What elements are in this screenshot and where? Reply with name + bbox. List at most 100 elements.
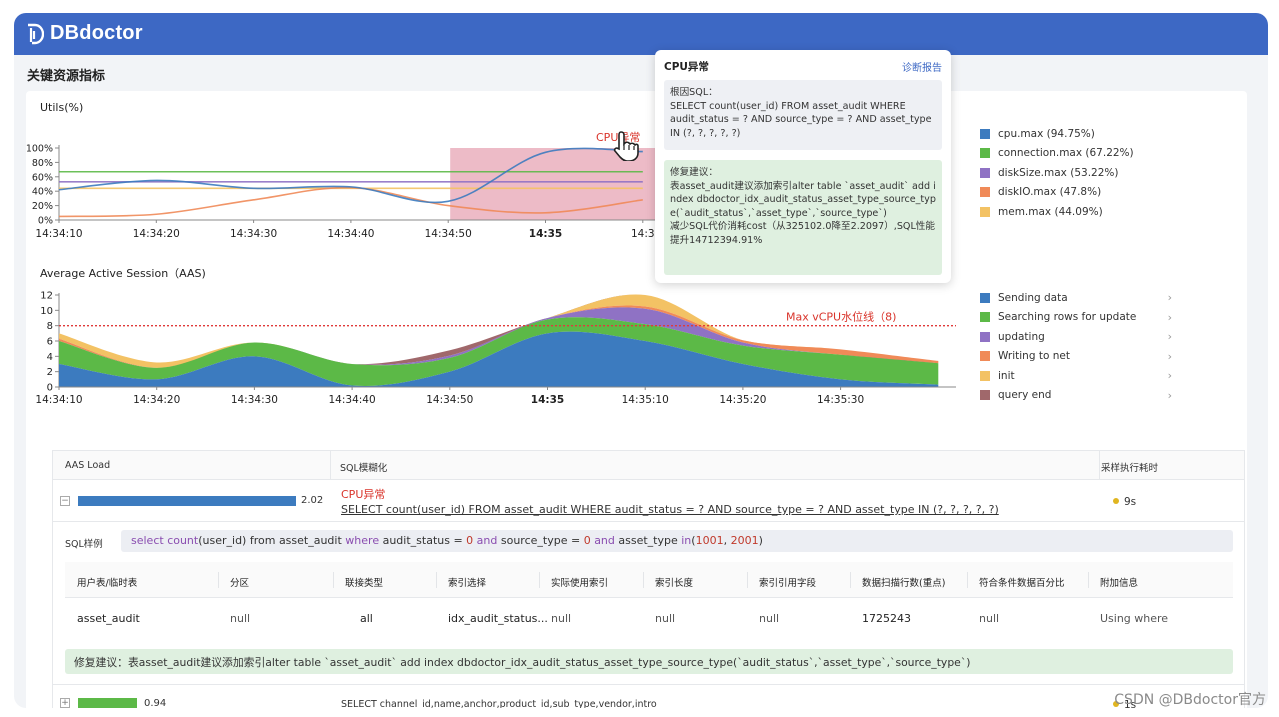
series-line [58, 147, 643, 204]
diagnosis-report-link[interactable]: 诊断报告 [902, 63, 942, 74]
x-tick-label: 14:34:50 [425, 228, 472, 240]
legend-item[interactable]: init › [980, 366, 1172, 386]
sql-fuzzy-link[interactable]: SELECT count(user_id) FROM asset_audit W… [341, 503, 999, 516]
explain-header-cell: 索引长度 [655, 578, 694, 589]
legend-swatch [980, 206, 990, 217]
y-tick-label: 8 [47, 321, 53, 332]
col-divider [967, 572, 968, 588]
x-tick-label: 14:35 [529, 228, 562, 240]
chevron-right-icon[interactable]: › [1167, 369, 1172, 383]
chevron-right-icon[interactable]: › [1167, 310, 1172, 324]
explain-cell: 1725243 [862, 612, 911, 625]
status-dot [1113, 498, 1119, 504]
sample-time-value: 9s [1124, 496, 1137, 508]
explain-cell: Using where [1100, 612, 1169, 625]
cpu-anomaly-popup: CPU异常 诊断报告 根因SQL： SELECT count(user_id) … [655, 50, 951, 283]
sql-fuzzy-link[interactable]: SELECT channel_id,name,anchor,product_id… [341, 699, 657, 708]
explain-cell: null [551, 612, 572, 625]
explain-cell: null [230, 612, 251, 625]
aas-chart[interactable]: 12 10 8 6 4 2 0 Max vCPU水位线（8) 14:34:10 14:34:20 1… [26, 287, 956, 417]
fix-suggestion-text: 修复建议：表asset_audit建议添加索引alter table `asse… [74, 656, 971, 669]
col-divider [218, 572, 219, 588]
legend-label: updating [998, 330, 1045, 343]
legend-item[interactable]: query end › [980, 386, 1172, 406]
aas-legend: Sending data › Searching rows for update › u… [980, 288, 1172, 405]
y-tick-label: 100% [26, 144, 53, 155]
legend-swatch [980, 331, 990, 342]
explain-cell: null [759, 612, 780, 625]
legend-label: cpu.max (94.75%) [998, 127, 1095, 140]
x-tick-label: 14:35:10 [622, 394, 669, 406]
legend-swatch [980, 390, 990, 401]
legend-item[interactable]: cpu.max (94.75%) [980, 124, 1180, 144]
cost-text: 减少SQL代价消耗cost（从325102.0降至2.2097）,SQL性能提升… [670, 221, 935, 246]
y-tick-label: 0 [47, 383, 53, 394]
collapse-toggle-icon[interactable]: − [60, 496, 70, 506]
legend-item[interactable]: connection.max (67.22%) [980, 144, 1180, 164]
sql-token: in [681, 534, 692, 547]
sql-token: audit_status = [379, 534, 467, 547]
fix-text: 表asset_audit建议添加索引alter table `asset_aud… [670, 180, 936, 219]
sql-token: where [345, 534, 380, 547]
chevron-right-icon[interactable]: › [1167, 291, 1172, 305]
legend-item[interactable]: Sending data › [980, 288, 1172, 308]
area-layer [59, 317, 939, 386]
root-sql-label: 根因SQL： [670, 87, 718, 98]
sample-time: 9s [1113, 496, 1136, 508]
y-tick-label: 10 [40, 306, 53, 317]
legend-label: Searching rows for update [998, 311, 1137, 324]
fix-suggestion-popup-box: 修复建议： 表asset_audit建议添加索引alter table `ass… [664, 160, 942, 275]
sql-token: 2001 [730, 534, 759, 547]
x-tick-label: 14:35:30 [817, 394, 864, 406]
col-divider [850, 572, 851, 588]
legend-item[interactable]: diskSize.max (53.22%) [980, 163, 1180, 183]
explain-header-cell: 索引选择 [448, 578, 487, 589]
explain-header-cell: 联接类型 [345, 578, 384, 589]
legend-swatch [980, 128, 990, 139]
aas-load-bar [78, 496, 296, 506]
chevron-right-icon[interactable]: › [1167, 330, 1172, 344]
col-divider [1099, 451, 1100, 480]
aas-load-value: 0.94 [144, 698, 167, 708]
expand-toggle-icon[interactable]: + [60, 698, 70, 708]
top-bar: DBdoctor [14, 13, 1268, 55]
legend-swatch [980, 148, 990, 159]
explain-header-cell: 用户表/临时表 [77, 578, 138, 589]
aas-chart-title: Average Active Session（AAS) [40, 267, 206, 280]
row-divider [53, 521, 1244, 522]
x-tick-label: 14:34:20 [133, 228, 180, 240]
col-divider [1088, 572, 1089, 588]
watermark: CSDN @DBdoctor官方 [1114, 692, 1266, 708]
legend-item[interactable]: updating › [980, 327, 1172, 347]
legend-item[interactable]: diskIO.max (47.8%) [980, 183, 1180, 203]
sql-token: 0 [466, 534, 474, 547]
y-tick-label: 6 [47, 337, 53, 348]
legend-swatch [980, 312, 990, 323]
sql-token: 0 [583, 534, 591, 547]
col-divider [747, 572, 748, 588]
sql-sample-box: select count(user_id) from asset_audit w… [121, 530, 1233, 552]
explain-header-cell: 数据扫描行数(重点) [862, 578, 946, 589]
cpu-anomaly-annotation: CPU异常 [596, 131, 640, 144]
x-tick-label: 14:35:20 [719, 394, 766, 406]
sql-token: select [131, 534, 168, 547]
app-logo[interactable]: DBdoctor [26, 22, 143, 45]
chevron-right-icon[interactable]: › [1167, 349, 1172, 363]
section-title: 关键资源指标 [27, 69, 106, 84]
y-tick-label: 0% [38, 216, 53, 227]
explain-cell: null [655, 612, 676, 625]
legend-swatch [980, 351, 990, 362]
legend-item[interactable]: Writing to net › [980, 347, 1172, 367]
th-time: 采样执行耗时 [1101, 463, 1159, 474]
col-divider [643, 572, 644, 588]
chevron-right-icon[interactable]: › [1167, 388, 1172, 402]
x-tick-label: 14:34:50 [426, 394, 473, 406]
explain-cell: null [979, 612, 1000, 625]
app-name: DBdoctor [50, 22, 143, 44]
legend-label: query end [998, 389, 1052, 402]
legend-item[interactable]: mem.max (44.09%) [980, 202, 1180, 222]
explain-header-cell: 符合条件数据百分比 [979, 578, 1065, 589]
legend-item[interactable]: Searching rows for update › [980, 308, 1172, 328]
legend-label: connection.max (67.22%) [998, 147, 1134, 160]
x-tick-label: 14:34:10 [35, 228, 82, 240]
